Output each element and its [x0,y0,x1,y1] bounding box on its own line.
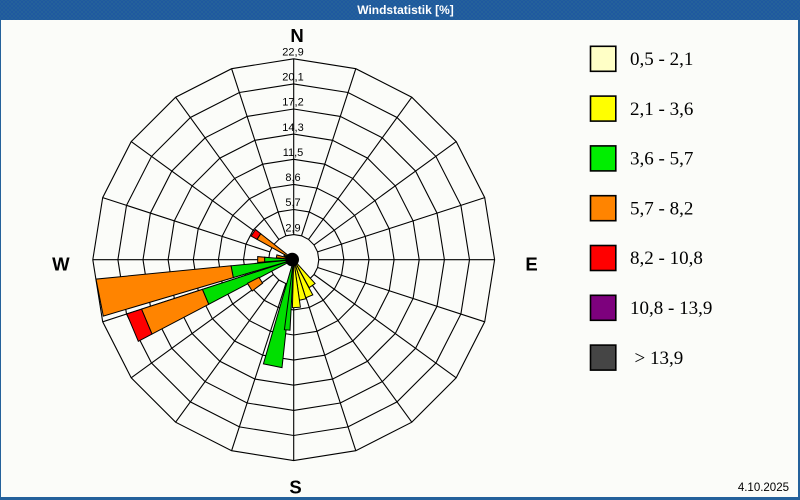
svg-text:10,8 - 13,9: 10,8 - 13,9 [630,298,712,319]
svg-text:20,1: 20,1 [282,72,303,84]
svg-text:22,9: 22,9 [282,47,303,59]
svg-text:0,5 - 2,1: 0,5 - 2,1 [630,49,693,70]
svg-text:14,3: 14,3 [282,122,303,134]
svg-text:11,5: 11,5 [283,147,304,159]
svg-text:W: W [52,253,70,274]
svg-text:2,9: 2,9 [285,222,300,234]
svg-text:8,2 - 10,8: 8,2 - 10,8 [630,248,703,269]
svg-text:3,6 - 5,7: 3,6 - 5,7 [630,149,693,170]
svg-text:17,2: 17,2 [282,97,303,109]
svg-text:> 13,9: > 13,9 [635,348,684,369]
svg-text:E: E [525,253,537,274]
svg-text:N: N [290,25,303,46]
svg-text:S: S [289,477,301,498]
svg-text:5,7: 5,7 [285,197,300,209]
svg-text:5,7 - 8,2: 5,7 - 8,2 [630,198,693,219]
svg-text:8,6: 8,6 [285,172,300,184]
svg-text:2,1 - 3,6: 2,1 - 3,6 [630,99,693,120]
